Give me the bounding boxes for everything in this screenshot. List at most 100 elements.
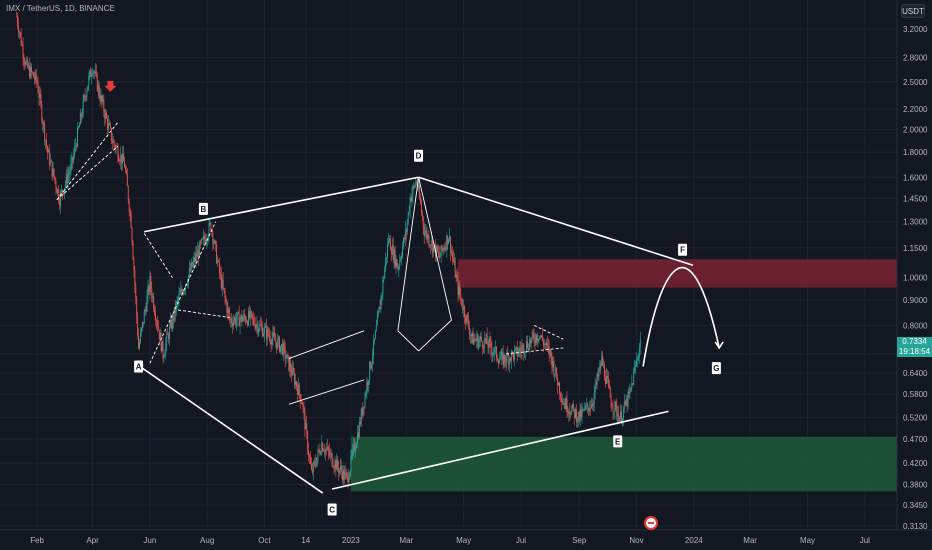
dashed-pattern-3[interactable] <box>533 324 564 340</box>
candle <box>250 310 252 320</box>
candle <box>370 361 372 370</box>
wave-label-g[interactable]: G <box>711 362 721 375</box>
candle <box>256 316 258 335</box>
wave-label-a[interactable]: A <box>134 360 144 373</box>
candle <box>50 158 52 162</box>
candle <box>65 169 67 188</box>
candle <box>626 395 628 413</box>
tradingview-logo-icon[interactable] <box>644 516 658 530</box>
trendline-d-f[interactable] <box>418 176 694 267</box>
candle <box>202 229 204 246</box>
candle <box>495 340 497 355</box>
candle <box>562 397 564 406</box>
projection-curve[interactable] <box>642 266 720 367</box>
candle <box>241 309 243 327</box>
dashed-pattern-1b[interactable] <box>56 121 119 201</box>
candle <box>547 338 549 353</box>
candle <box>340 458 342 475</box>
diamond-d-4[interactable] <box>418 319 452 352</box>
candle <box>53 168 55 180</box>
candle <box>280 343 282 354</box>
trendline-a-c[interactable] <box>137 364 324 494</box>
candle <box>624 400 626 407</box>
candle <box>227 302 229 320</box>
candle <box>404 234 405 243</box>
candle <box>408 205 410 216</box>
candle <box>427 233 429 244</box>
candle <box>47 147 49 153</box>
candle <box>34 69 36 83</box>
candle <box>413 181 415 190</box>
candle <box>90 67 92 78</box>
wave-label-f[interactable]: F <box>678 243 688 256</box>
dashed-pattern-2[interactable] <box>143 233 173 278</box>
candle <box>563 398 565 409</box>
candle <box>225 295 227 304</box>
trendline-c-e[interactable] <box>331 410 669 490</box>
candle <box>639 331 641 355</box>
candle <box>223 287 225 294</box>
dashed-pattern-2b[interactable] <box>149 221 217 364</box>
wave-label-e[interactable]: E <box>613 435 623 448</box>
channel-bottom[interactable] <box>288 379 365 405</box>
candle <box>217 259 219 263</box>
candle <box>494 346 496 362</box>
y-tick-label: 1.8000 <box>903 148 928 157</box>
candle <box>173 307 175 324</box>
candle <box>356 441 358 449</box>
candle <box>47 145 48 160</box>
candle <box>525 350 527 360</box>
y-tick-label: 0.3130 <box>903 522 928 531</box>
candle <box>529 337 531 348</box>
candle <box>151 281 153 303</box>
candle <box>304 407 306 437</box>
dashed-pattern-1[interactable] <box>56 145 119 201</box>
wave-label-c[interactable]: C <box>327 503 337 516</box>
candle <box>302 402 304 414</box>
candle <box>496 346 497 362</box>
x-tick-label: Sep <box>572 536 587 545</box>
candle <box>194 252 196 267</box>
wave-label-d[interactable]: D <box>414 149 424 162</box>
candle <box>379 299 381 310</box>
candle <box>210 222 212 233</box>
candle <box>285 350 287 364</box>
candle <box>524 350 526 358</box>
candle <box>604 361 606 382</box>
candle <box>66 166 68 189</box>
price-axis[interactable]: 3.2000 2.8000 2.5000 2.2000 2.0000 1.8000 1.60… <box>896 0 932 550</box>
candle <box>586 397 588 411</box>
candle <box>469 328 471 344</box>
wave-label-b[interactable]: B <box>198 202 208 215</box>
candle <box>212 229 214 252</box>
candle <box>289 356 291 377</box>
candle <box>388 232 389 247</box>
candle <box>441 244 443 252</box>
candle <box>280 345 281 355</box>
candle <box>91 68 93 85</box>
candle <box>531 329 533 343</box>
candle <box>467 311 469 330</box>
candle <box>265 318 267 347</box>
candle <box>159 327 161 340</box>
dashed-pattern-2c[interactable] <box>177 309 230 318</box>
channel-top[interactable] <box>288 330 365 359</box>
diamond-d-3[interactable] <box>397 330 419 352</box>
candle <box>358 416 360 439</box>
diamond-d-1[interactable] <box>397 177 420 331</box>
currency-button[interactable]: USDT <box>901 4 925 18</box>
candle <box>16 11 17 18</box>
trendline-b-d[interactable] <box>144 176 419 233</box>
candle <box>445 241 447 252</box>
candle <box>614 399 616 420</box>
time-axis[interactable]: Feb Apr Jun Aug Oct 14 2023 Mar May Jul Sep Nov 2024… <box>0 529 932 545</box>
candle <box>115 144 117 154</box>
y-tick-label: 0.6400 <box>903 369 928 378</box>
candle <box>229 306 231 324</box>
candle <box>24 57 26 70</box>
diamond-d-2[interactable] <box>418 177 452 321</box>
y-tick-label: 0.8000 <box>903 321 928 330</box>
candle <box>493 346 495 357</box>
candle <box>59 194 61 210</box>
